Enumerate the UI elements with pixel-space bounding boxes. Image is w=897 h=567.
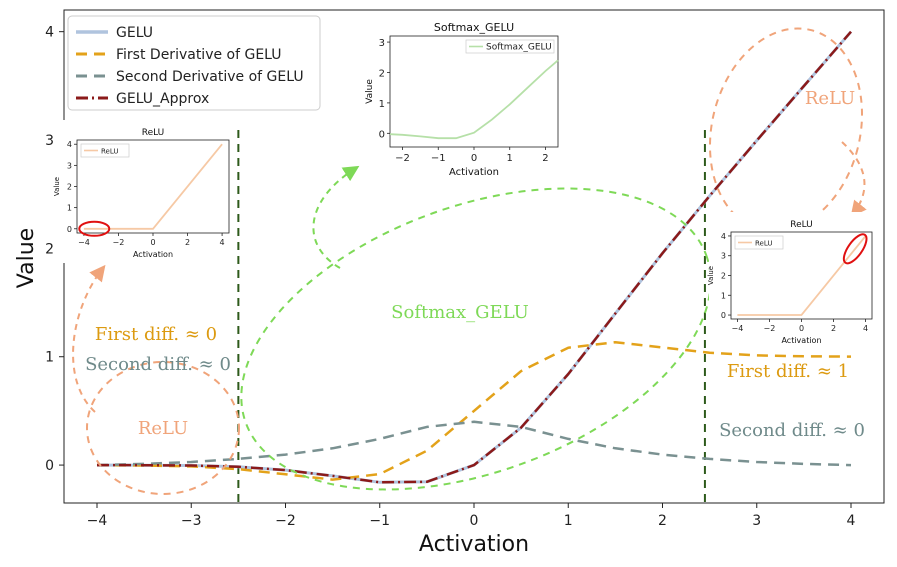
inset-x-tick-label: 0 [150,238,155,247]
inset-x-tick-label: −1 [431,153,446,164]
inset-y-tick-label: 2 [67,183,72,192]
inset-y-tick-label: 3 [721,252,726,261]
relu-right-arrow [841,141,867,218]
inset-y-tick-label: 3 [67,161,72,170]
y-tick-label: 0 [45,458,54,474]
inset-title: Softmax_GELU [434,21,514,34]
relu-right-ellipse [708,27,864,233]
series-line-gelu-approx [96,30,852,484]
inset-x-tick-label: 0 [799,324,804,333]
x-tick-label: 4 [847,513,856,529]
relu-left-ellipse [86,361,240,495]
x-tick-label: −3 [181,513,202,529]
first-diff-right-label: First diff. ≈ 1 [727,361,849,382]
inset-x-tick-label: 2 [185,238,190,247]
inset-y-tick-label: 2 [721,272,726,281]
inset-x-tick-label: 4 [220,238,225,247]
x-tick-label: −1 [369,513,390,529]
inset-x-tick-label: 2 [831,324,836,333]
second-diff-right-label: Second diff. ≈ 0 [719,420,865,441]
series-line-first-derivative-of-gelu [96,340,852,481]
inset-x-tick-label: −2 [395,153,410,164]
y-axis-label: Value [14,228,39,288]
inset-x-tick-label: 4 [863,324,868,333]
relu-right-label: ReLU [805,88,855,109]
inset-x-axis-label: Activation [449,167,499,178]
inset-y-tick-label: 4 [721,232,726,241]
inset-x-tick-label: 0 [471,153,477,164]
inset-legend-box [465,39,555,54]
inset-x-tick-label: −4 [78,238,90,247]
annotation-shapes [72,27,867,495]
inset-y-tick-label: 1 [379,99,385,110]
relu-left-label: ReLU [138,418,188,439]
inset-x-axis-label: Activation [781,336,821,345]
inset-line [389,59,559,140]
inset-line [83,143,223,230]
inset-x-tick-label: −4 [732,324,744,333]
inset-softmax-gelu: Softmax_GELU −2 −1 0 1 2 0 1 2 3 Activation Value So… [365,16,566,178]
legend-label: First Derivative of GELU [116,47,282,63]
inset-background [709,212,880,349]
x-tick-label: 3 [752,513,761,529]
inset-title: ReLU [790,220,813,230]
legend-label: Second Derivative of GELU [116,69,304,85]
x-axis-label: Activation [419,532,529,557]
annotation-texts: First diff. ≈ 0 Second diff. ≈ 0 ReLU So… [85,88,865,441]
x-tick-label: 0 [470,513,479,529]
inset-legend-label: ReLU [101,148,119,156]
inset-x-tick-label: −2 [113,238,125,247]
inset-legend-box [734,235,784,250]
first-diff-left-label: First diff. ≈ 0 [95,324,217,345]
softmax-gelu-arrow [312,165,360,269]
inset-legend-label: Softmax_GELU [486,43,552,53]
legend-box [67,15,321,111]
x-axis-ticks: −4 −3 −2 −1 0 1 2 3 4 [87,503,856,529]
softmax-gelu-label: Softmax_GELU [391,302,529,323]
inset-highlight-ellipse [842,233,868,265]
inset-relu-right: ReLU −4 −2 0 2 4 0 1 2 3 4 Activation Value ReLU [707,212,880,349]
relu-left-arrow [72,264,106,413]
legend: GELU First Derivative of GELU Second Deriv… [67,15,321,111]
inset-legend-box [80,143,130,158]
x-tick-label: 2 [658,513,667,529]
inset-x-tick-label: −2 [764,324,776,333]
inset-y-tick-label: 3 [379,38,385,49]
inset-x-tick-label: 2 [542,153,548,164]
inset-y-tick-label: 2 [379,68,385,79]
x-tick-label: −4 [87,513,108,529]
inset-y-tick-label: 4 [67,140,72,149]
series-line-second-derivative-of-gelu [96,420,852,467]
legend-items: GELU First Derivative of GELU Second Deriv… [76,25,304,107]
y-tick-label: 3 [45,133,54,149]
series-group [96,30,853,484]
x-tick-label: −2 [275,513,296,529]
y-tick-label: 2 [45,241,54,257]
inset-title: ReLU [142,128,165,138]
inset-y-axis-label: Value [707,266,715,285]
inset-x-axis-label: Activation [133,250,173,259]
softmax-gelu-ellipse [240,187,712,491]
inset-relu-left: ReLU −4 −2 0 2 4 0 1 2 3 4 Activation Value ReLU [53,120,237,263]
inset-y-tick-label: 0 [379,129,385,140]
second-diff-left-label: Second diff. ≈ 0 [85,354,231,375]
inset-y-axis-label: Value [53,177,61,196]
inset-legend-label: ReLU [755,240,773,248]
inset-y-axis-label: Value [365,79,375,104]
legend-label: GELU [116,25,153,41]
inset-y-tick-label: 0 [67,225,72,234]
inset-y-tick-label: 0 [721,311,726,320]
inset-highlight-ellipse [78,220,111,237]
x-tick-label: 1 [564,513,573,529]
inset-y-tick-label: 1 [67,204,72,213]
y-tick-label: 4 [45,25,54,41]
inset-y-tick-label: 1 [721,291,726,300]
inset-x-tick-label: 1 [507,153,513,164]
legend-label: GELU_Approx [116,91,209,107]
y-tick-label: 1 [45,350,54,366]
vertical-markers [237,130,706,503]
